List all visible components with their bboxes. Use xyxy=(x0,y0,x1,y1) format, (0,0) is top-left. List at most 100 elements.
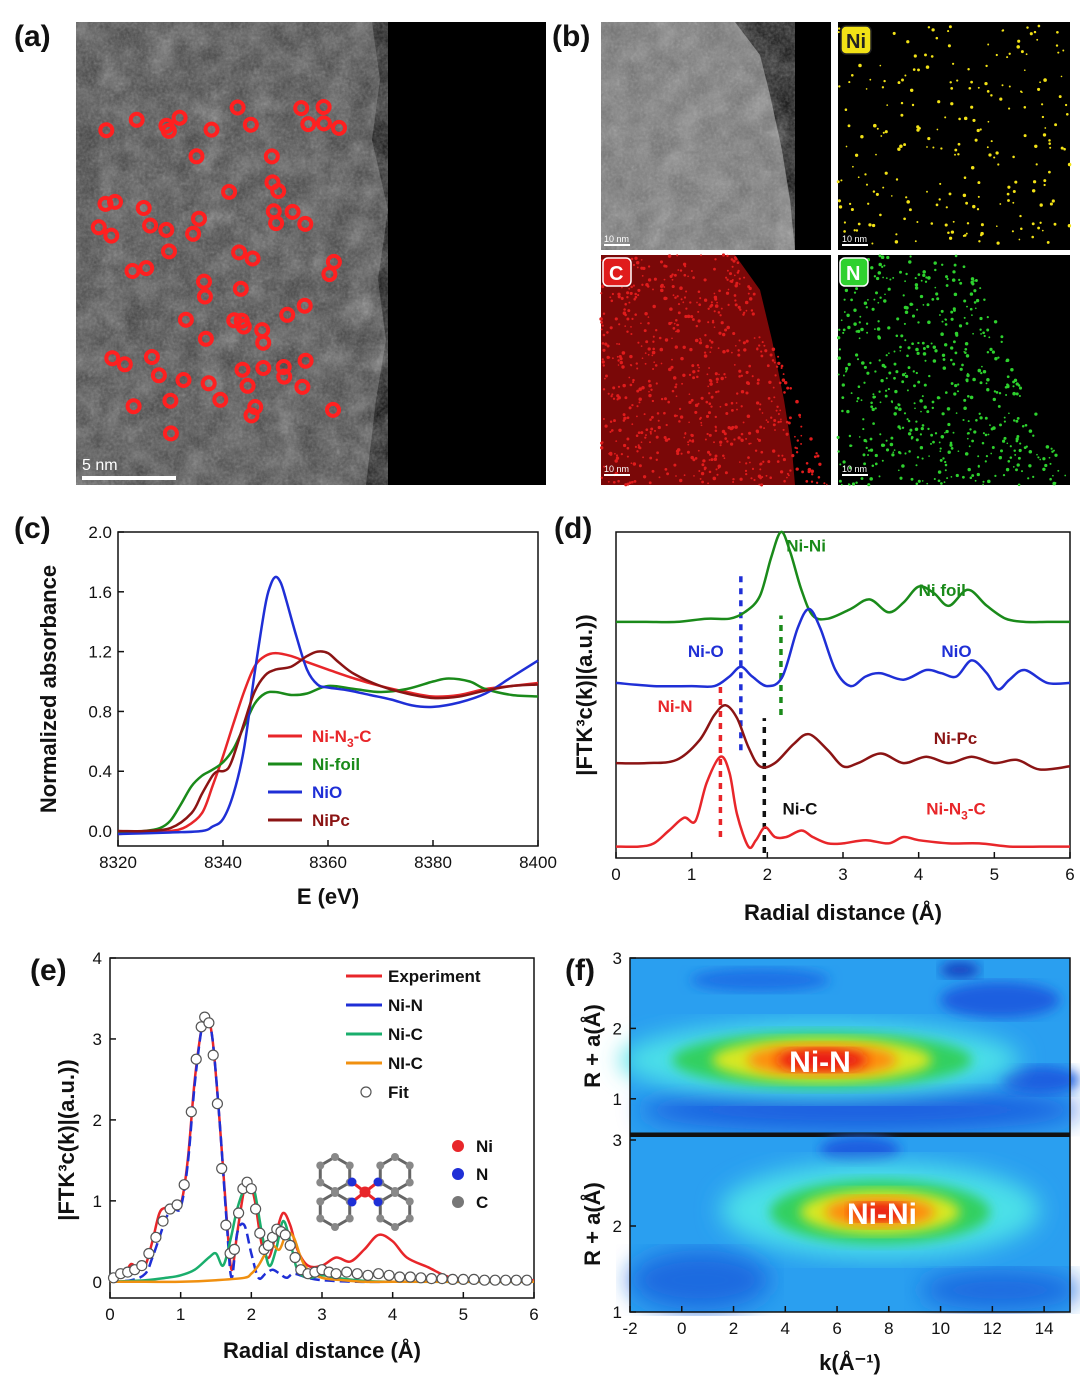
signal-dot xyxy=(602,417,605,421)
signal-dot xyxy=(916,308,919,311)
signal-dot xyxy=(708,459,711,461)
signal-dot xyxy=(649,441,651,444)
signal-dot xyxy=(989,347,993,352)
signal-dot xyxy=(614,317,618,321)
signal-dot xyxy=(989,424,991,426)
signal-dot xyxy=(965,322,969,325)
signal-dot xyxy=(644,436,647,439)
signal-dot xyxy=(871,307,875,311)
signal-dot xyxy=(748,364,751,368)
signal-dot xyxy=(995,391,999,394)
signal-dot xyxy=(738,277,741,280)
fit-point xyxy=(207,1049,219,1061)
signal-dot xyxy=(632,381,635,384)
signal-dot xyxy=(949,81,952,84)
signal-dot xyxy=(1036,453,1038,456)
signal-dot xyxy=(1016,417,1020,420)
scale-bar-a: 5 nm xyxy=(82,457,176,480)
signal-dot xyxy=(1024,423,1028,427)
signal-dot xyxy=(1015,439,1019,443)
signal-dot xyxy=(882,131,885,134)
fit-point xyxy=(220,1219,232,1231)
signal-dot xyxy=(967,395,970,398)
carbon-atom xyxy=(391,1223,399,1231)
ylabel-f-bottom: R + a(Å) xyxy=(579,1182,605,1266)
x-tick-label-c: 8340 xyxy=(204,853,242,872)
signal-dot xyxy=(714,372,718,376)
signal-dot xyxy=(710,346,713,349)
signal-dot xyxy=(902,294,905,297)
signal-dot xyxy=(609,326,613,330)
signal-dot xyxy=(911,303,914,306)
fit-point xyxy=(136,1259,148,1272)
signal-dot xyxy=(717,464,722,469)
signal-dot xyxy=(1008,85,1011,88)
signal-dot xyxy=(779,409,782,412)
signal-dot xyxy=(840,179,843,182)
signal-dot xyxy=(603,465,606,468)
signal-dot xyxy=(895,233,898,236)
signal-dot xyxy=(718,289,721,293)
signal-dot xyxy=(982,331,985,335)
signal-dot xyxy=(1032,475,1035,479)
signal-dot xyxy=(743,348,747,352)
signal-dot xyxy=(957,142,961,146)
fit-point xyxy=(203,1017,215,1029)
signal-dot xyxy=(676,329,680,333)
single-atom-marker xyxy=(197,330,214,347)
signal-dot xyxy=(1015,392,1019,396)
signal-dot xyxy=(773,396,776,399)
atom-label: C xyxy=(476,1193,488,1212)
signal-dot xyxy=(872,190,876,193)
signal-dot xyxy=(919,446,924,450)
signal-dot xyxy=(617,295,621,299)
single-atom-marker xyxy=(297,352,314,369)
signal-dot xyxy=(858,337,861,340)
signal-dot xyxy=(938,198,941,201)
signal-dot xyxy=(759,425,763,429)
signal-dot xyxy=(966,305,968,308)
signal-dot xyxy=(807,470,811,474)
signal-dot xyxy=(692,276,695,279)
signal-dot xyxy=(986,146,989,149)
carbon-atom xyxy=(405,1161,414,1170)
signal-dot xyxy=(856,400,859,403)
single-atom-marker xyxy=(254,322,271,339)
signal-dot xyxy=(953,392,957,396)
signal-dot xyxy=(1006,375,1010,379)
signal-dot xyxy=(952,270,956,274)
signal-dot xyxy=(837,27,841,30)
signal-dot xyxy=(788,416,792,420)
signal-dot xyxy=(770,400,773,403)
signal-dot xyxy=(601,284,605,288)
signal-dot xyxy=(862,453,866,457)
signal-dot xyxy=(984,416,988,420)
signal-dot xyxy=(971,474,975,477)
signal-dot xyxy=(1028,464,1032,468)
signal-dot xyxy=(756,347,759,350)
signal-dot xyxy=(843,311,846,313)
signal-dot xyxy=(779,420,782,423)
signal-dot xyxy=(735,281,739,285)
signal-dot xyxy=(909,88,914,93)
xlabel-c: E (eV) xyxy=(297,884,359,909)
legend-label-e: NI-C xyxy=(388,1054,423,1073)
signal-dot xyxy=(624,396,628,400)
signal-dot xyxy=(973,289,977,293)
signal-dot xyxy=(652,335,655,338)
signal-dot xyxy=(773,419,777,422)
signal-dot xyxy=(954,383,958,388)
signal-dot xyxy=(700,396,704,400)
signal-dot xyxy=(602,388,606,391)
signal-dot xyxy=(1054,123,1058,127)
signal-dot xyxy=(899,427,902,430)
signal-dot xyxy=(1023,134,1027,138)
signal-dot xyxy=(774,374,777,377)
signal-dot xyxy=(667,400,670,404)
signal-dot xyxy=(909,255,912,258)
signal-dot xyxy=(765,419,768,421)
signal-dot xyxy=(720,307,723,310)
signal-dot xyxy=(899,451,902,455)
signal-dot xyxy=(938,314,941,316)
